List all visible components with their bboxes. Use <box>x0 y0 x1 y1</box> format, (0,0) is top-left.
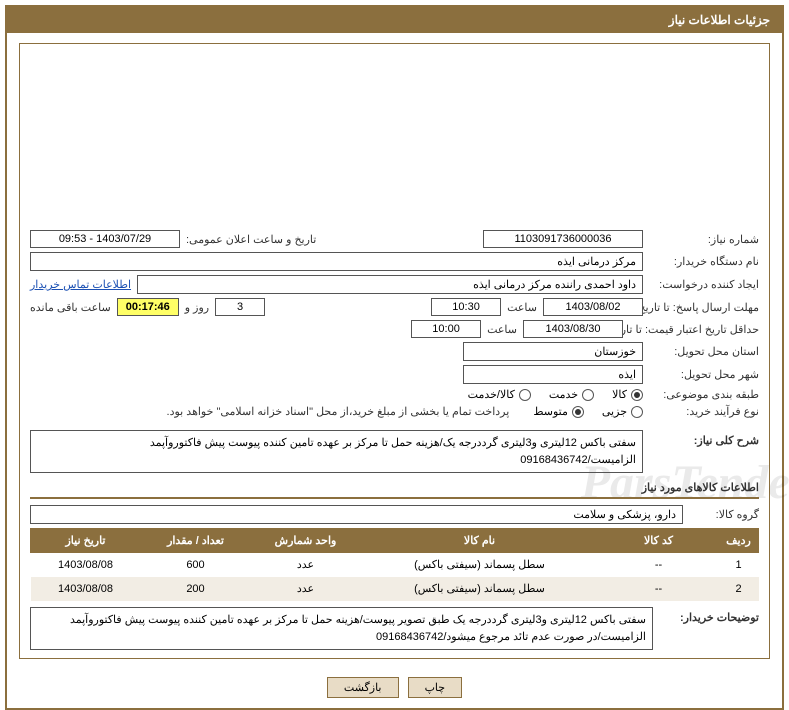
cell-qty: 200 <box>141 577 251 601</box>
page-title: جزئیات اطلاعات نیاز <box>669 13 770 27</box>
province-value: خوزستان <box>463 342 643 361</box>
requester-label: ایجاد کننده درخواست: <box>649 278 759 291</box>
row-price-validity: حداقل تاریخ اعتبار قیمت: تا تاریخ: 1403/… <box>30 320 759 338</box>
purchase-type-label: نوع فرآیند خرید: <box>649 405 759 418</box>
footer-buttons: چاپ بازگشت <box>7 669 782 708</box>
cell-qty: 600 <box>141 553 251 577</box>
back-button[interactable]: بازگشت <box>327 677 399 698</box>
row-province: استان محل تحویل: خوزستان <box>30 342 759 361</box>
response-days: 3 <box>215 298 265 316</box>
subject-class-label: طبقه بندی موضوعی: <box>649 388 759 401</box>
radio-medium-circle <box>572 406 584 418</box>
row-purchase-type: نوع فرآیند خرید: جزیی متوسط پرداخت تمام … <box>30 405 759 418</box>
subject-class-radios: کالا خدمت کالا/خدمت <box>468 388 643 401</box>
row-general-desc: شرح کلی نیاز: سفتی باکس 12لیتری و3لیتری … <box>30 430 759 473</box>
remaining-label: ساعت باقی مانده <box>30 301 111 314</box>
city-value: ایذه <box>463 365 643 384</box>
radio-medium[interactable]: متوسط <box>533 405 584 418</box>
cell-date: 1403/08/08 <box>31 553 141 577</box>
response-days-label: روز و <box>185 301 209 314</box>
general-desc-label: شرح کلی نیاز: <box>649 430 759 447</box>
row-buyer-org: نام دستگاه خریدار: مرکز درمانی ایذه <box>30 252 759 271</box>
price-validity-date: 1403/08/30 <box>523 320 623 338</box>
th-name: نام کالا <box>361 529 599 553</box>
response-time: 10:30 <box>431 298 501 316</box>
row-requester: ایجاد کننده درخواست: داود احمدی راننده م… <box>30 275 759 294</box>
need-number-label: شماره نیاز: <box>649 233 759 246</box>
th-date: تاریخ نیاز <box>31 529 141 553</box>
announce-label: تاریخ و ساعت اعلان عمومی: <box>186 233 316 246</box>
contact-link[interactable]: اطلاعات تماس خریدار <box>30 278 131 291</box>
purchase-note: پرداخت تمام یا بخشی از مبلغ خرید،از محل … <box>167 405 510 418</box>
table-header-row: ردیف کد کالا نام کالا واحد شمارش تعداد /… <box>31 529 759 553</box>
cell-date: 1403/08/08 <box>31 577 141 601</box>
buyer-org-value: مرکز درمانی ایذه <box>30 252 643 271</box>
cell-name: سطل پسماند (سیفتی باکس) <box>361 553 599 577</box>
response-date: 1403/08/02 <box>543 298 643 316</box>
cell-idx: 1 <box>719 553 759 577</box>
th-qty: تعداد / مقدار <box>141 529 251 553</box>
price-validity-label: حداقل تاریخ اعتبار قیمت: تا تاریخ: <box>629 323 759 336</box>
radio-minor[interactable]: جزیی <box>602 405 643 418</box>
response-time-label: ساعت <box>507 301 537 314</box>
row-need-number: شماره نیاز: 1103091736000036 تاریخ و ساع… <box>30 230 759 248</box>
price-validity-time: 10:00 <box>411 320 481 338</box>
radio-goods[interactable]: کالا <box>612 388 643 401</box>
row-response-deadline: مهلت ارسال پاسخ: تا تاریخ: 1403/08/02 سا… <box>30 298 759 316</box>
radio-medium-label: متوسط <box>533 405 568 418</box>
cell-unit: عدد <box>251 553 361 577</box>
countdown-timer: 00:17:46 <box>117 298 179 316</box>
province-label: استان محل تحویل: <box>649 345 759 358</box>
need-number-value: 1103091736000036 <box>483 230 643 248</box>
goods-group-value: دارو، پزشکی و سلامت <box>30 505 683 524</box>
cell-idx: 2 <box>719 577 759 601</box>
cell-unit: عدد <box>251 577 361 601</box>
th-code: کد کالا <box>599 529 719 553</box>
content-panel: ParsTender.net شماره نیاز: 1103091736000… <box>19 43 770 659</box>
buyer-notes-value: سفتی باکس 12لیتری و3لیتری گرددرجه یک طبق… <box>30 607 653 650</box>
buyer-org-label: نام دستگاه خریدار: <box>649 255 759 268</box>
price-validity-time-label: ساعت <box>487 323 517 336</box>
radio-goods-label: کالا <box>612 388 627 401</box>
print-button[interactable]: چاپ <box>408 677 463 698</box>
radio-goods-circle <box>631 389 643 401</box>
table-row: 1 -- سطل پسماند (سیفتی باکس) عدد 600 140… <box>31 553 759 577</box>
radio-goods-service-circle <box>519 389 531 401</box>
goods-table: ردیف کد کالا نام کالا واحد شمارش تعداد /… <box>30 528 759 601</box>
row-buyer-notes: توضیحات خریدار: سفتی باکس 12لیتری و3لیتر… <box>30 607 759 650</box>
radio-goods-service-label: کالا/خدمت <box>468 388 515 401</box>
cell-code: -- <box>599 577 719 601</box>
buyer-notes-label: توضیحات خریدار: <box>659 607 759 624</box>
radio-minor-label: جزیی <box>602 405 627 418</box>
response-deadline-label: مهلت ارسال پاسخ: تا تاریخ: <box>649 301 759 314</box>
announce-value: 1403/07/29 - 09:53 <box>30 230 180 248</box>
radio-minor-circle <box>631 406 643 418</box>
table-row: 2 -- سطل پسماند (سیفتی باکس) عدد 200 140… <box>31 577 759 601</box>
cell-name: سطل پسماند (سیفتی باکس) <box>361 577 599 601</box>
row-goods-group: گروه کالا: دارو، پزشکی و سلامت <box>30 505 759 524</box>
city-label: شهر محل تحویل: <box>649 368 759 381</box>
th-index: ردیف <box>719 529 759 553</box>
page-header: جزئیات اطلاعات نیاز <box>7 7 782 33</box>
goods-section-title: اطلاعات کالاهای مورد نیاز <box>30 481 759 499</box>
cell-code: -- <box>599 553 719 577</box>
outer-frame: جزئیات اطلاعات نیاز ParsTender.net شماره… <box>5 5 784 710</box>
requester-value: داود احمدی راننده مرکز درمانی ایذه <box>137 275 643 294</box>
row-city: شهر محل تحویل: ایذه <box>30 365 759 384</box>
row-subject-class: طبقه بندی موضوعی: کالا خدمت کالا/خدمت <box>30 388 759 401</box>
radio-service-label: خدمت <box>549 388 578 401</box>
goods-group-label: گروه کالا: <box>689 508 759 521</box>
purchase-type-radios: جزیی متوسط <box>533 405 643 418</box>
general-desc-value: سفتی باکس 12لیتری و3لیتری گرددرجه یک/هزی… <box>30 430 643 473</box>
radio-goods-service[interactable]: کالا/خدمت <box>468 388 531 401</box>
radio-service-circle <box>582 389 594 401</box>
radio-service[interactable]: خدمت <box>549 388 594 401</box>
th-unit: واحد شمارش <box>251 529 361 553</box>
